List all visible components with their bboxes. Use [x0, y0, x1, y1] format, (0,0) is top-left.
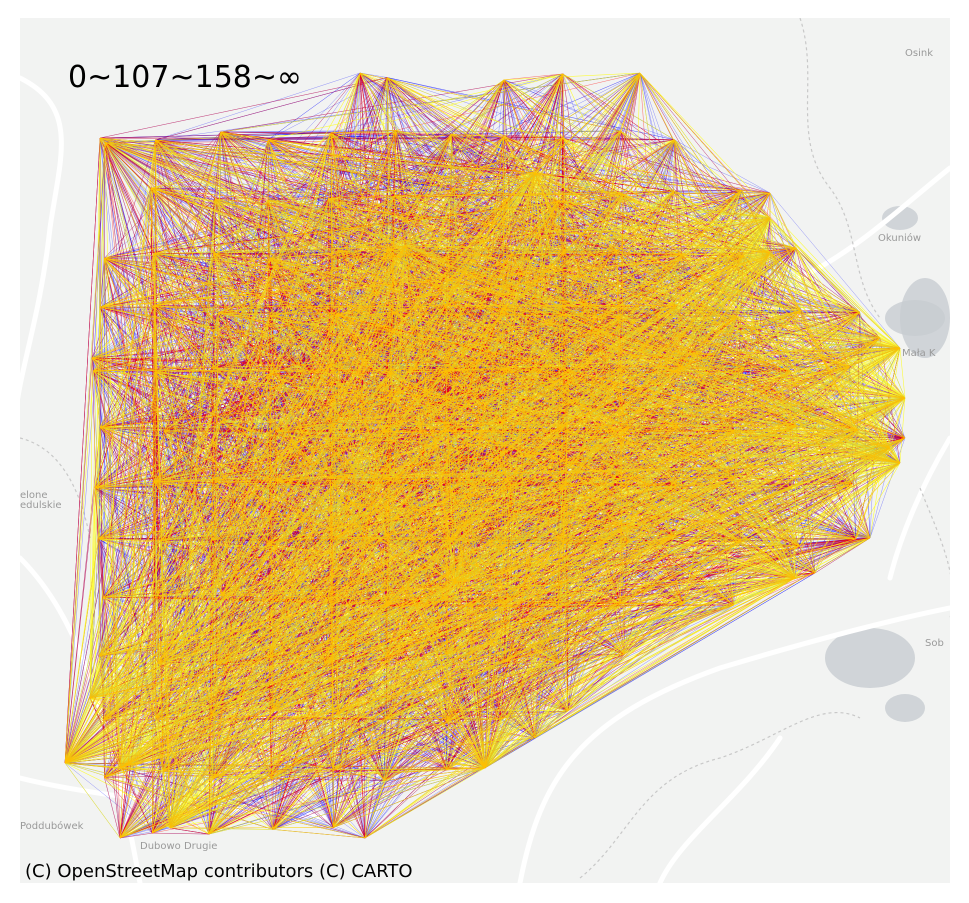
place-label-dubowo: Dubowo Drugie: [140, 841, 218, 852]
admin-boundary: [20, 437, 91, 539]
road: [887, 435, 950, 581]
road: [797, 165, 950, 281]
place-label-poddubowek: Poddubówek: [20, 821, 84, 832]
map-canvas[interactable]: [20, 18, 950, 883]
place-label-zielone-2: edulskie: [20, 500, 62, 511]
admin-boundary: [579, 712, 861, 879]
flow-edges-layer: [64, 72, 906, 839]
flow-edges-path-bin-2: [64, 72, 906, 839]
place-label-mala: Mała K: [902, 348, 936, 359]
admin-boundary: [919, 487, 950, 618]
road: [20, 75, 64, 400]
place-label-zielone-1: elone: [20, 490, 48, 501]
map-frame[interactable]: Osink Okuniów Mała K elone edulskie Sob …: [20, 18, 950, 883]
flow-edges-bin-2: [64, 72, 906, 839]
place-label-osink: Osink: [905, 48, 933, 59]
water-body: [900, 278, 950, 358]
road: [517, 605, 950, 883]
place-label-sob: Sob: [925, 638, 944, 649]
road: [657, 735, 783, 883]
map-attribution: (C) OpenStreetMap contributors (C) CARTO: [25, 861, 413, 882]
water-body: [882, 206, 918, 230]
water-body: [825, 628, 915, 688]
admin-boundary: [799, 18, 881, 319]
place-label-okuniow: Okuniów: [878, 233, 922, 244]
water-body: [885, 694, 925, 722]
bin-legend-text: 0~107~158~∞: [68, 60, 303, 95]
